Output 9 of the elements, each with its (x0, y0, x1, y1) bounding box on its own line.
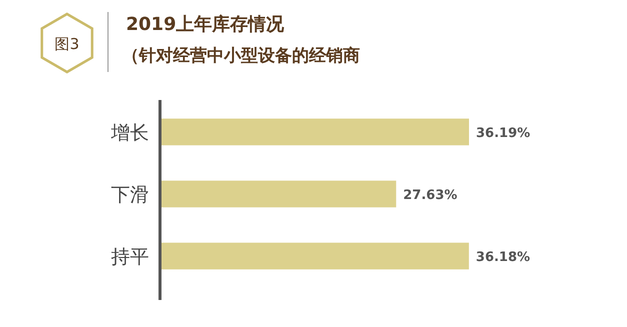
data-label: 36.18% (476, 250, 530, 266)
chart-subtitle: （针对经营中小型设备的经销商 (122, 46, 360, 66)
chart-title: 2019上年库存情况 (126, 14, 286, 35)
y-tick-label: 增长 (110, 122, 149, 144)
caption: 图3 (54, 35, 80, 53)
data-label: 36.19% (476, 126, 530, 141)
y-tick-label: 下滑 (111, 184, 149, 206)
data-label: 27.63% (403, 188, 458, 203)
y-tick-label: 持平 (111, 246, 149, 268)
